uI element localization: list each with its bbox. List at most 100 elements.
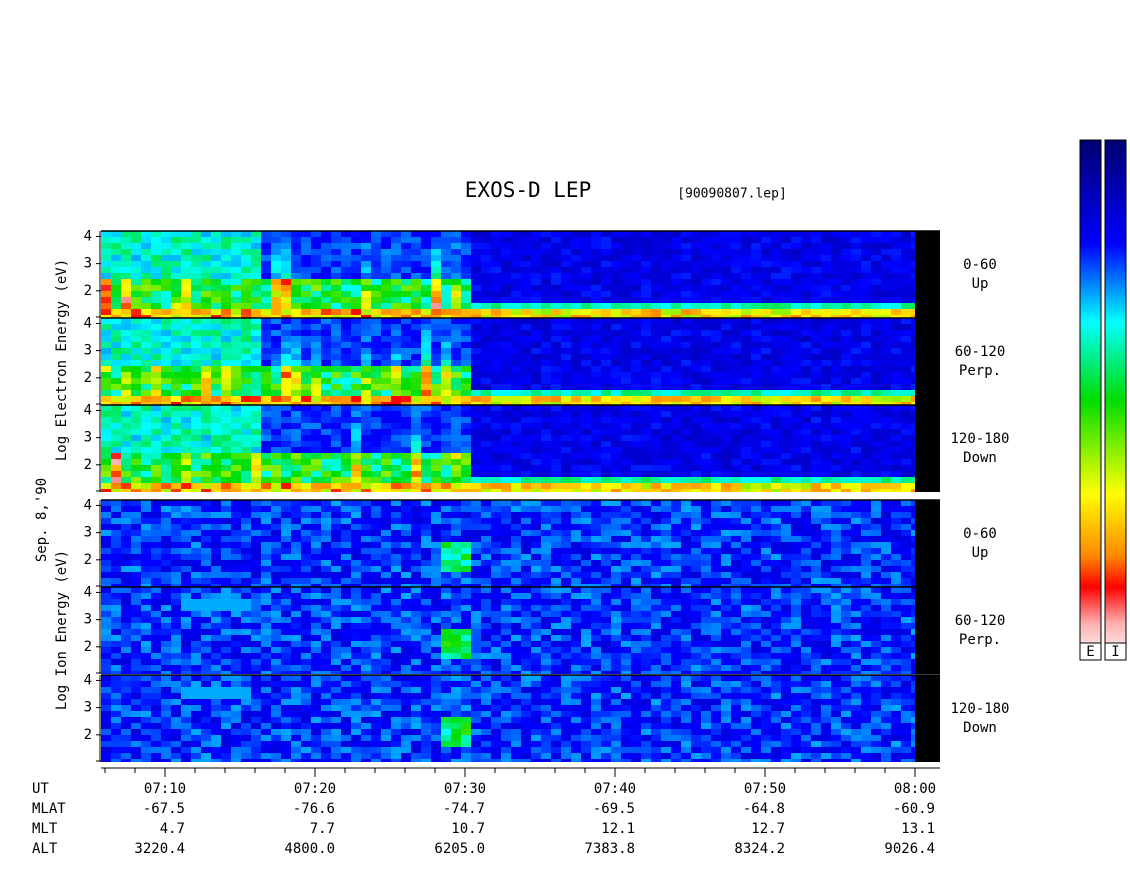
spectrogram-cell (681, 378, 691, 384)
spectrogram-cell (441, 435, 451, 441)
spectrogram-cell (891, 536, 901, 542)
spectrogram-cell (801, 578, 811, 584)
spectrogram-cell (551, 530, 561, 536)
spectrogram-cell (251, 255, 261, 261)
spectrogram-cell (281, 324, 291, 330)
spectrogram-cell (701, 285, 711, 291)
spectrogram-cell (761, 560, 771, 566)
spectrogram-cell (901, 584, 911, 587)
spectrogram-cell (751, 324, 761, 330)
spectrogram-cell (871, 384, 881, 390)
spectrogram-cell (871, 273, 881, 279)
spectrogram-cell (441, 390, 451, 396)
spectrogram-cell (811, 267, 821, 273)
spectrogram-cell (641, 237, 651, 243)
spectrogram-cell (201, 578, 211, 584)
spectrogram-cell (891, 435, 901, 441)
spectrogram-cell (431, 249, 441, 255)
spectrogram-cell (301, 231, 311, 237)
spectrogram-cell (791, 255, 801, 261)
spectrogram-cell (681, 360, 691, 366)
spectrogram-cell (641, 324, 651, 330)
spectrogram-cell (781, 471, 791, 477)
spectrogram-cell (691, 536, 701, 542)
spectrogram-cell (391, 378, 401, 384)
spectrogram-cell (841, 303, 851, 309)
spectrogram-cell (831, 536, 841, 542)
spectrogram-cell (481, 483, 491, 489)
spectrogram-cell (761, 354, 771, 360)
spectrogram-cell (821, 330, 831, 336)
spectrogram-cell (341, 453, 351, 459)
spectrogram-cell (111, 303, 121, 309)
spectrogram-cell (371, 261, 381, 267)
spectrogram-cell (211, 417, 221, 423)
spectrogram-cell (661, 336, 671, 342)
spectrogram-cell (871, 566, 881, 572)
spectrogram-cell (571, 536, 581, 542)
spectrogram-cell (591, 297, 601, 303)
spectrogram-cell (711, 584, 721, 587)
spectrogram-cell (781, 396, 791, 402)
spectrogram-cell (101, 587, 111, 593)
spectrogram-cell (341, 423, 351, 429)
spectrogram-cell (391, 354, 401, 360)
spectrogram-cell (271, 318, 281, 324)
spectrogram-cell (701, 324, 711, 330)
spectrogram-cell (601, 366, 611, 372)
spectrogram-cell (351, 390, 361, 396)
spectrogram-cell (681, 315, 691, 318)
spectrogram-cell (131, 318, 141, 324)
spectrogram-cell (471, 435, 481, 441)
y-tick-label: 3 (84, 525, 92, 541)
spectrogram-cell (881, 366, 891, 372)
spectrogram-cell (651, 447, 661, 453)
spectrogram-cell (241, 572, 251, 578)
spectrogram-cell (391, 237, 401, 243)
spectrogram-cell (861, 237, 871, 243)
spectrogram-cell (171, 548, 181, 554)
spectrogram-cell (491, 390, 501, 396)
spectrogram-cell (151, 441, 161, 447)
spectrogram-cell (151, 315, 161, 318)
spectrogram-cell (641, 548, 651, 554)
spectrogram-cell (381, 542, 391, 548)
spectrogram-cell (901, 548, 911, 554)
spectrogram-cell (111, 536, 121, 542)
spectrogram-cell (371, 465, 381, 471)
spectrogram-cell (361, 348, 371, 354)
spectrogram-cell (521, 402, 531, 405)
spectrogram-cell (661, 243, 671, 249)
spectrogram-cell (731, 243, 741, 249)
spectrogram-cell (751, 542, 761, 548)
spectrogram-cell (471, 309, 481, 315)
spectrogram-cell (601, 578, 611, 584)
spectrogram-cell (901, 500, 911, 506)
spectrogram-cell (841, 405, 851, 411)
spectrogram-cell (841, 572, 851, 578)
y-tick-label: 2 (84, 283, 92, 299)
spectrogram-cell (211, 429, 221, 435)
spectrogram-cell (141, 471, 151, 477)
spectrogram-cell (901, 423, 911, 429)
spectrogram-cell (761, 261, 771, 267)
spectrogram-cell (161, 477, 171, 483)
spectrogram-cell (121, 578, 131, 584)
spectrogram-cell (741, 524, 751, 530)
spectrogram-cell (681, 303, 691, 309)
spectrogram-cell (251, 471, 261, 477)
spectrogram-cell (351, 566, 361, 572)
spectrogram-cell (731, 273, 741, 279)
spectrogram-cell (471, 530, 481, 536)
spectrogram-cell (721, 324, 731, 330)
spectrogram-cell (771, 291, 781, 297)
spectrogram-cell (311, 390, 321, 396)
spectrogram-cell (131, 459, 141, 465)
spectrogram-cell (631, 530, 641, 536)
spectrogram-cell (231, 584, 241, 587)
spectrogram-cell (861, 291, 871, 297)
spectrogram-cell (511, 279, 521, 285)
spectrogram-cell (621, 324, 631, 330)
spectrogram-cell (331, 396, 341, 402)
